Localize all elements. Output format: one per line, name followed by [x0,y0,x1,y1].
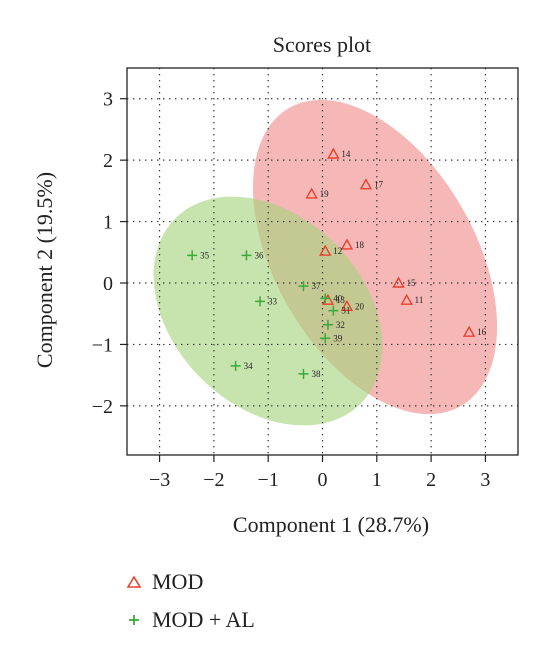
point-marker-triangle [400,293,413,305]
data-points: 14 17 19 18 12 15 11 16 20 13 35 36 33 37 40 31 32 39 34 38 [187,147,487,379]
point-marker-triangle [340,299,354,312]
point-marker-plus [298,368,309,379]
point-label: 33 [268,296,278,306]
y-tick-label: −2 [92,396,113,418]
point-marker-plus [255,296,266,307]
point-label: 15 [407,278,417,288]
x-tick-label: 0 [318,469,328,491]
point-label: 35 [200,250,210,260]
point-label: 16 [477,327,487,337]
point-marker-plus [322,319,333,330]
y-tick-label: 3 [103,89,113,111]
point-label: 37 [311,281,321,291]
legend: MOD MOD + AL [122,563,255,639]
point-label: 11 [415,295,424,305]
point-marker-plus [298,281,309,292]
point-label: 20 [355,301,365,311]
point-label: 12 [333,246,342,256]
point-marker-plus [320,333,331,344]
legend-label: MOD + AL [152,607,255,632]
confidence-ellipse [153,196,383,426]
point-marker-plus [320,293,331,304]
point-marker-triangle [462,325,476,337]
y-tick-label: 2 [103,150,113,172]
y-tick-label: −1 [92,334,113,356]
point-label: 31 [341,306,350,316]
confidence-ellipses [153,99,498,426]
x-tick-label: −1 [258,469,279,491]
point-label: 38 [311,369,321,379]
triangle-marker-icon [122,575,146,589]
y-axis-label: Component 2 (19.5%) [32,172,57,368]
x-axis-label: Component 1 (28.7%) [233,512,429,537]
point-marker-triangle [392,276,405,288]
x-tick-label: 3 [480,469,490,491]
point-label: 32 [336,320,345,330]
point-label: 34 [244,361,254,371]
point-label: 39 [333,333,343,343]
point-marker-plus [241,250,252,261]
point-label: 14 [341,149,351,159]
point-marker-triangle [340,238,354,250]
point-marker-plus [328,305,339,316]
x-tick-label: 1 [372,469,382,491]
point-label: 19 [320,189,330,199]
legend-label: MOD [152,569,204,594]
point-marker-triangle [327,147,340,159]
y-tick-label: 1 [103,212,113,234]
point-label: 13 [336,295,346,305]
point-label: 17 [374,180,384,190]
point-marker-triangle [305,187,318,199]
legend-item-mod-al: MOD + AL [122,601,255,639]
point-label: 40 [333,293,343,303]
x-tick-label: 2 [426,469,436,491]
x-tick-label: −2 [203,469,224,491]
point-label: 18 [355,240,365,250]
x-tick-label: −3 [149,469,170,491]
point-marker-plus [230,360,241,371]
point-marker-triangle [319,244,332,256]
y-tick-label: 0 [103,273,113,295]
point-label: 36 [254,250,264,260]
point-marker-plus [187,250,198,261]
point-marker-triangle [359,178,373,190]
legend-item-mod: MOD [122,563,255,601]
chart-title: Scores plot [273,32,371,57]
plus-marker-icon [122,612,146,628]
